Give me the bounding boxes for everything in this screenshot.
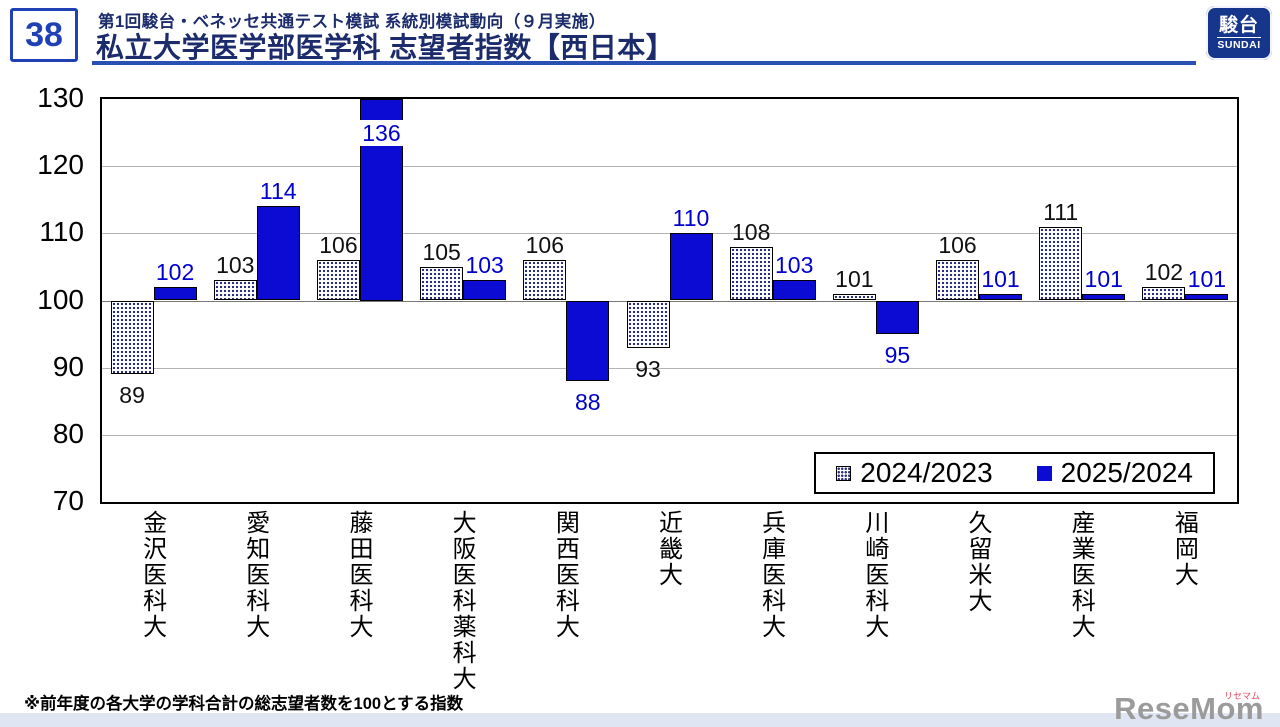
bar-value-label: 102 <box>1144 259 1184 286</box>
bar-series-2 <box>979 293 1023 301</box>
bar-series-1 <box>1039 226 1083 301</box>
x-axis-label: 産業医科大 <box>1067 510 1095 640</box>
bar-series-1 <box>316 260 360 301</box>
bar-value-label: 103 <box>774 252 814 279</box>
bar-series-1 <box>832 293 876 301</box>
sundai-logo-en: SUNDAI <box>1217 36 1261 51</box>
bar-series-1 <box>729 246 773 301</box>
bar-value-label: 101 <box>1084 265 1123 292</box>
x-axis-labels: 金沢医科大 愛知医科大 藤田医科大 大阪医科薬科大 関西医科大 近畿大 兵庫医科大 川崎医科大… <box>100 508 1235 713</box>
x-axis-label: 金沢医科大 <box>138 510 166 640</box>
bar-value-label: 114 <box>259 178 297 205</box>
bar-value-label: 111 <box>1043 198 1079 225</box>
bar-series-2 <box>463 280 507 301</box>
y-tick-label: 90 <box>52 350 84 382</box>
bar-value-label: 105 <box>422 238 461 265</box>
y-tick-label: 100 <box>37 283 84 315</box>
bar-series-2 <box>256 206 300 301</box>
bar-series-2 <box>566 300 610 382</box>
bar-series-1 <box>420 266 464 301</box>
bar-series-2 <box>1082 293 1126 301</box>
bar-value-label: 95 <box>884 342 911 369</box>
bar-value-label: 101 <box>1187 265 1227 292</box>
legend-entry: 2024/2023 <box>836 457 993 489</box>
gridline <box>102 300 1237 302</box>
plot-area: 89 102 103 114 106 136 105 103 106 88 93 110 108 103 1… <box>100 97 1239 504</box>
bar-series-1 <box>626 300 670 348</box>
bar-value-label: 93 <box>635 355 661 382</box>
bar-series-1 <box>110 300 154 375</box>
x-axis-label: 藤田医科大 <box>344 510 372 640</box>
title-underline <box>92 61 1196 65</box>
y-tick-label: 120 <box>37 149 84 181</box>
gridline <box>102 434 1237 436</box>
bar-value-label: 106 <box>525 232 564 259</box>
bar-value-label: 136 <box>358 120 405 146</box>
sundai-logo: 駿台 SUNDAI <box>1206 6 1272 60</box>
bar-series-1 <box>213 280 257 301</box>
x-axis-label: 久留米大 <box>964 510 992 614</box>
resemom-ruby-label: リセマム <box>1223 691 1260 701</box>
bar-value-label: 103 <box>465 252 504 279</box>
gridline <box>102 166 1237 168</box>
x-axis-label: 愛知医科大 <box>241 510 269 640</box>
x-axis-label: 近畿大 <box>654 510 682 588</box>
page-title: 私立大学医学部医学科 志望者指数【西日本】 <box>96 32 675 63</box>
page-number-box: 38 <box>10 8 78 62</box>
gridline <box>102 367 1237 369</box>
y-tick-label: 70 <box>52 485 84 516</box>
legend-label: 2025/2024 <box>1060 457 1193 488</box>
bar-series-1 <box>1142 287 1186 301</box>
page-number: 38 <box>25 15 63 54</box>
y-tick-label: 80 <box>52 417 84 449</box>
report-subtitle: 第1回駿台・ベネッセ共通テスト模試 系統別模試動向（９月実施） <box>98 13 606 31</box>
bar-value-label: 103 <box>216 252 255 279</box>
x-axis-label: 福岡大 <box>1170 510 1198 588</box>
legend-label: 2024/2023 <box>860 457 993 488</box>
y-tick-label: 130 <box>37 82 84 113</box>
bar-value-label: 108 <box>731 218 771 245</box>
bar-value-label: 101 <box>835 265 874 292</box>
bar-value-label: 106 <box>319 232 358 259</box>
x-axis-label: 関西医科大 <box>551 510 579 640</box>
bar-value-label: 88 <box>575 389 601 416</box>
sundai-logo-jp: 駿台 <box>1218 14 1259 36</box>
resemom-name-label: ReseMom <box>1114 691 1264 726</box>
y-tick-label: 110 <box>39 216 84 248</box>
bar-series-2 <box>153 287 197 301</box>
bar-value-label: 110 <box>672 205 710 232</box>
bar-value-label: 89 <box>119 382 145 409</box>
footnote: ※前年度の各大学の学科合計の総志望者数を100とする指数 <box>24 695 464 713</box>
footer-strip <box>0 713 1280 727</box>
bar-series-1 <box>936 260 980 301</box>
bar-value-label: 102 <box>155 259 195 286</box>
x-axis-label: 兵庫医科大 <box>757 510 785 640</box>
bar-series-2 <box>669 233 713 301</box>
legend: 2024/2023 2025/2024 <box>814 452 1215 494</box>
resemom-watermark: リセマム ReseMom <box>1114 691 1264 727</box>
legend-marker-solid <box>1036 465 1052 481</box>
legend-entry: 2025/2024 <box>1036 457 1193 489</box>
y-axis-ticks: 70 80 90 100 110 120 130 <box>0 82 92 516</box>
bar-series-2 <box>772 280 816 301</box>
bar-series-2 <box>875 300 919 335</box>
bar-series-1 <box>523 260 567 301</box>
x-axis-label: 大阪医科薬科大 <box>448 510 476 692</box>
x-axis-label: 川崎医科大 <box>860 510 888 640</box>
legend-marker-dotted <box>836 465 852 481</box>
bar-value-label: 101 <box>981 265 1020 292</box>
bar-value-label: 106 <box>938 232 977 259</box>
bar-series-2 <box>1185 293 1229 301</box>
